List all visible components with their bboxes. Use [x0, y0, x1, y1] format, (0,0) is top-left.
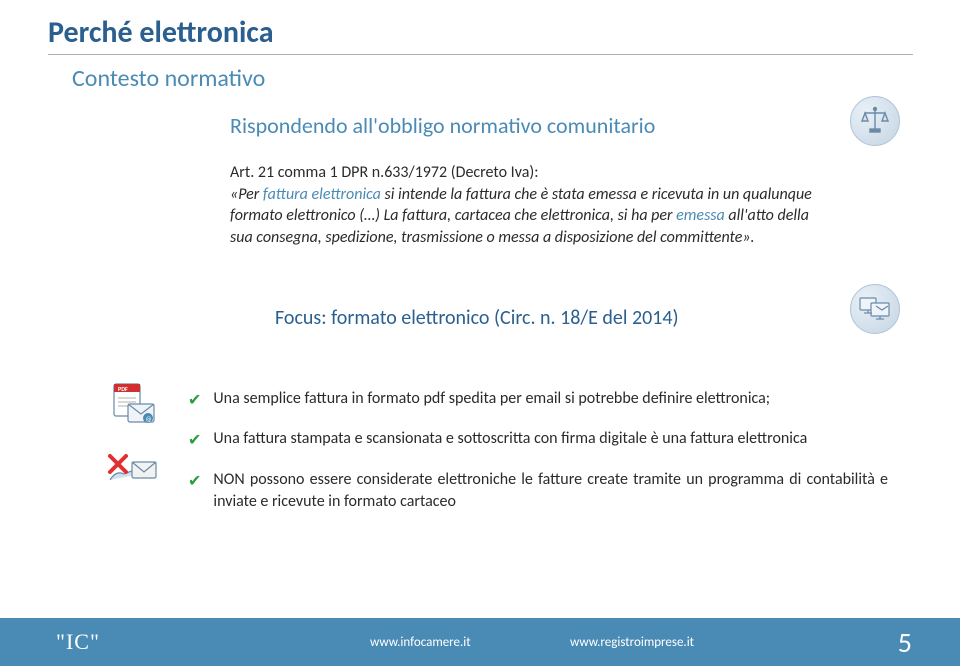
bullet-text: Una fattura stampata e scansionata e sot…: [213, 428, 807, 450]
no-hand-envelope-icon: [106, 450, 158, 490]
svg-text:@: @: [146, 414, 152, 423]
law-quote-pre: «Per: [230, 185, 263, 204]
check-icon: ✔: [188, 430, 201, 450]
footer-bar: "IC" www.infocamere.it www.registroimpre…: [0, 618, 960, 666]
footer-link-infocamere: www.infocamere.it: [370, 635, 471, 650]
scales-icon: [850, 96, 900, 146]
list-item: ✔ Una fattura stampata e scansionata e s…: [188, 428, 888, 450]
check-icon: ✔: [188, 390, 201, 410]
bullet-text: Una semplice fattura in formato pdf sped…: [213, 388, 770, 410]
law-highlight-2: emessa: [676, 206, 725, 225]
svg-text:PDF: PDF: [118, 385, 128, 393]
title-underline: [48, 54, 913, 55]
list-item: ✔ NON possono essere considerate elettro…: [188, 469, 888, 514]
section-heading: Rispondendo all'obbligo normativo comuni…: [230, 112, 655, 139]
page-title: Perché elettronica: [48, 14, 274, 51]
subtitle: Contesto normativo: [72, 64, 265, 93]
footer-logo: "IC": [56, 629, 100, 655]
check-icon: ✔: [188, 471, 201, 491]
pdf-email-icon: PDF @: [110, 380, 158, 428]
focus-line: Focus: formato elettronico (Circ. n. 18/…: [275, 306, 679, 330]
footer-link-registroimprese: www.registroimprese.it: [570, 635, 694, 650]
bullet-text: NON possono essere considerate elettroni…: [213, 469, 888, 514]
law-highlight-1: fattura elettronica: [263, 185, 381, 204]
page-number: 5: [898, 625, 912, 660]
law-text-block: Art. 21 comma 1 DPR n.633/1972 (Decreto …: [230, 162, 830, 248]
list-item: ✔ Una semplice fattura in formato pdf sp…: [188, 388, 888, 410]
screens-icon: [850, 284, 900, 334]
bullet-list: ✔ Una semplice fattura in formato pdf sp…: [188, 388, 888, 532]
law-reference: Art. 21 comma 1 DPR n.633/1972 (Decreto …: [230, 163, 539, 182]
